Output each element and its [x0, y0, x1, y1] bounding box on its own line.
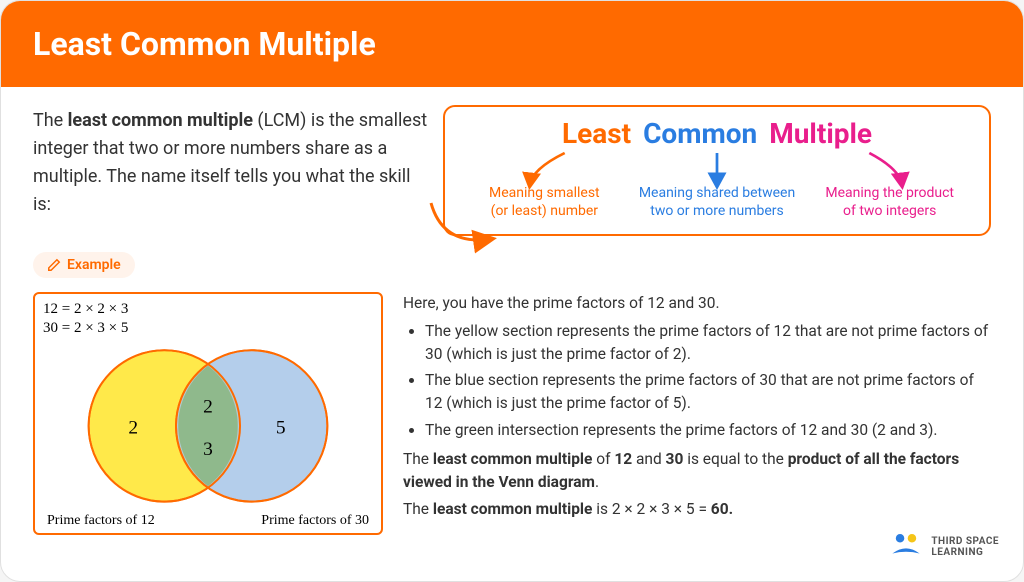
logo-mark-icon	[889, 531, 923, 563]
venn-diagram: 2 2 3 5	[43, 338, 373, 508]
page-title: Least Common Multiple	[33, 25, 991, 63]
venn-left-value: 2	[128, 418, 138, 439]
list-item: The yellow section represents the prime …	[425, 320, 991, 367]
example-tag-row: Example	[33, 244, 991, 284]
pencil-icon	[47, 258, 61, 272]
explain-lead: Here, you have the prime factors of 12 a…	[403, 292, 991, 315]
venn-diagram-box: 12 = 2 × 2 × 3 30 = 2 × 3 × 5 2 2 3 5 Pr…	[33, 292, 383, 535]
venn-intersect-bottom: 3	[203, 439, 213, 460]
word-least: Least	[562, 117, 631, 150]
definition-title: Least Common Multiple	[463, 117, 971, 150]
explain-list: The yellow section represents the prime …	[403, 320, 991, 442]
prime-factor-equations: 12 = 2 × 2 × 3 30 = 2 × 3 × 5	[43, 300, 373, 338]
list-item: The green intersection represents the pr…	[425, 419, 991, 442]
word-multiple: Multiple	[769, 117, 872, 150]
def-col-least: Meaning smallest(or least) number	[463, 184, 626, 220]
def-col-common: Meaning shared betweentwo or more number…	[636, 184, 799, 220]
definition-box: Least Common Multiple Meaning smallest(o	[443, 105, 991, 236]
brand-logo: THIRD SPACE LEARNING	[889, 531, 999, 563]
example-row: 12 = 2 × 2 × 3 30 = 2 × 3 × 5 2 2 3 5 Pr…	[33, 292, 991, 535]
explain-bold-line: The least common multiple of 12 and 30 i…	[403, 448, 991, 495]
definition-columns: Meaning smallest(or least) number Meanin…	[463, 156, 971, 220]
example-tag: Example	[33, 252, 135, 278]
header: Least Common Multiple	[1, 1, 1023, 87]
body: The least common multiple (LCM) is the s…	[1, 87, 1023, 547]
venn-intersect-top: 2	[203, 396, 213, 417]
def-col-multiple: Meaning the productof two integers	[808, 184, 971, 220]
intro-text: The least common multiple (LCM) is the s…	[33, 105, 433, 236]
explain-final: The least common multiple is 2 × 2 × 3 ×…	[403, 498, 991, 521]
info-card: Least Common Multiple The least common m…	[0, 0, 1024, 582]
venn-right-value: 5	[276, 418, 286, 439]
list-item: The blue section represents the prime fa…	[425, 369, 991, 416]
venn-labels: Prime factors of 12 Prime factors of 30	[43, 513, 373, 529]
logo-text: THIRD SPACE LEARNING	[931, 536, 999, 558]
explanation: Here, you have the prime factors of 12 a…	[403, 292, 991, 535]
intro-row: The least common multiple (LCM) is the s…	[33, 105, 991, 236]
word-common: Common	[643, 117, 757, 150]
